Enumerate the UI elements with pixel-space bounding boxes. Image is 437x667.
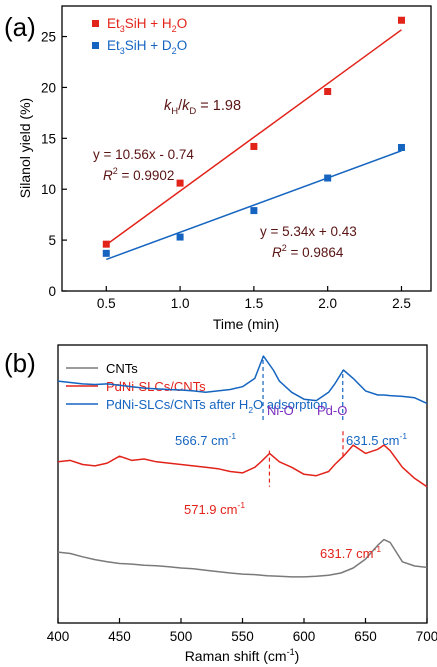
data-point-0 <box>102 240 110 248</box>
fit-r2-d2o: R2 = 0.9864 <box>272 243 344 260</box>
spectrum-cnts <box>57 538 428 578</box>
data-points-a <box>102 16 405 257</box>
x-tick-label-b: 550 <box>231 629 254 644</box>
x-tick-label-b: 700 <box>416 629 437 644</box>
fit-r2-h2o: R2 = 0.9902 <box>103 166 174 183</box>
panel-a: (a) 0 5 10 15 20 25 0.5 1.0 1.5 2.0 2.5 Time (min… <box>4 5 432 332</box>
spectrum-pdni-slcs-h2o <box>57 355 428 405</box>
legend-label-pdni: PdNi-SLCs/CNTs <box>106 379 206 394</box>
label-pd-o: Pd-O <box>317 403 347 418</box>
y-tick-label-a: 20 <box>41 80 56 95</box>
data-point-0 <box>324 88 332 95</box>
y-axis-a-title: Silanol yield (%) <box>17 98 33 198</box>
x-axis-b-title: Raman shift (cm-1) <box>185 647 300 664</box>
fit-equation-d2o: y = 5.34x + 0.43 <box>260 224 357 239</box>
x-tick-label-b: 500 <box>170 629 193 644</box>
fit-equation-h2o: y = 10.56x - 0.74 <box>93 147 194 162</box>
plot-a-frame <box>61 5 432 292</box>
peak-label-blue-631: 631.5 cm-1 <box>346 431 407 448</box>
x-tick-label-a: 2.0 <box>318 296 337 311</box>
panel-b-label: (b) <box>4 348 36 378</box>
panel-b: (b) 400 450 500 550 600 650 700 Raman shift (c… <box>4 344 437 664</box>
data-point-1 <box>324 174 332 182</box>
data-point-0 <box>176 179 184 187</box>
x-tick-label-b: 450 <box>108 629 131 644</box>
y-tick-label-a: 15 <box>41 131 56 146</box>
data-point-1 <box>176 233 184 241</box>
spectrum-pdni-slcs <box>57 444 428 488</box>
panel-a-label: (a) <box>4 12 36 42</box>
y-tick-label-a: 5 <box>48 233 56 248</box>
y-tick-label-a: 25 <box>41 30 56 45</box>
x-tick-label-a: 1.5 <box>244 296 263 311</box>
legend-label-cnts: CNTs <box>106 361 138 376</box>
kinetic-isotope-effect-label: kH/kD = 1.98 <box>164 98 241 117</box>
label-ni-o: Ni-O <box>267 403 294 418</box>
y-axis-a: 0 5 10 15 20 25 <box>41 30 67 299</box>
x-axis-a-title: Time (min) <box>213 316 279 332</box>
legend-label-h2o: Et3SiH + H2O <box>107 16 187 34</box>
fit-lines-a <box>105 29 402 261</box>
peak-label-red-631: 631.7 cm-1 <box>320 544 381 561</box>
legend-label-d2o: Et3SiH + D2O <box>107 38 187 56</box>
x-tick-label-a: 2.5 <box>392 296 411 311</box>
data-point-1 <box>250 207 258 215</box>
x-axis-b: 400 450 500 550 600 650 700 <box>47 618 437 644</box>
y-tick-label-a: 0 <box>48 284 56 299</box>
legend-label-pdni-h2o: PdNi-SLCs/CNTs after H2O adsorption <box>106 397 327 415</box>
fit-line-0 <box>105 29 402 246</box>
x-tick-label-a: 1.0 <box>171 296 190 311</box>
data-point-0 <box>250 142 258 150</box>
spectra-b <box>57 355 428 578</box>
x-tick-label-b: 400 <box>47 629 70 644</box>
x-tick-label-a: 0.5 <box>97 296 116 311</box>
x-axis-a: 0.5 1.0 1.5 2.0 2.5 <box>97 286 411 311</box>
legend-swatch-d2o <box>92 42 99 49</box>
fit-line-1 <box>106 150 402 261</box>
data-point-1 <box>102 249 110 257</box>
legend-swatch-h2o <box>92 20 99 27</box>
peak-label-red-571: 571.9 cm-1 <box>184 500 245 517</box>
peak-markers <box>262 356 344 487</box>
x-tick-label-b: 600 <box>293 629 316 644</box>
y-tick-label-a: 10 <box>41 182 56 197</box>
x-tick-label-b: 650 <box>354 629 377 644</box>
data-point-1 <box>397 143 405 151</box>
legend-a: Et3SiH + H2O Et3SiH + D2O <box>92 16 187 56</box>
data-point-0 <box>397 16 405 24</box>
peak-label-blue-566: 566.7 cm-1 <box>175 431 236 448</box>
